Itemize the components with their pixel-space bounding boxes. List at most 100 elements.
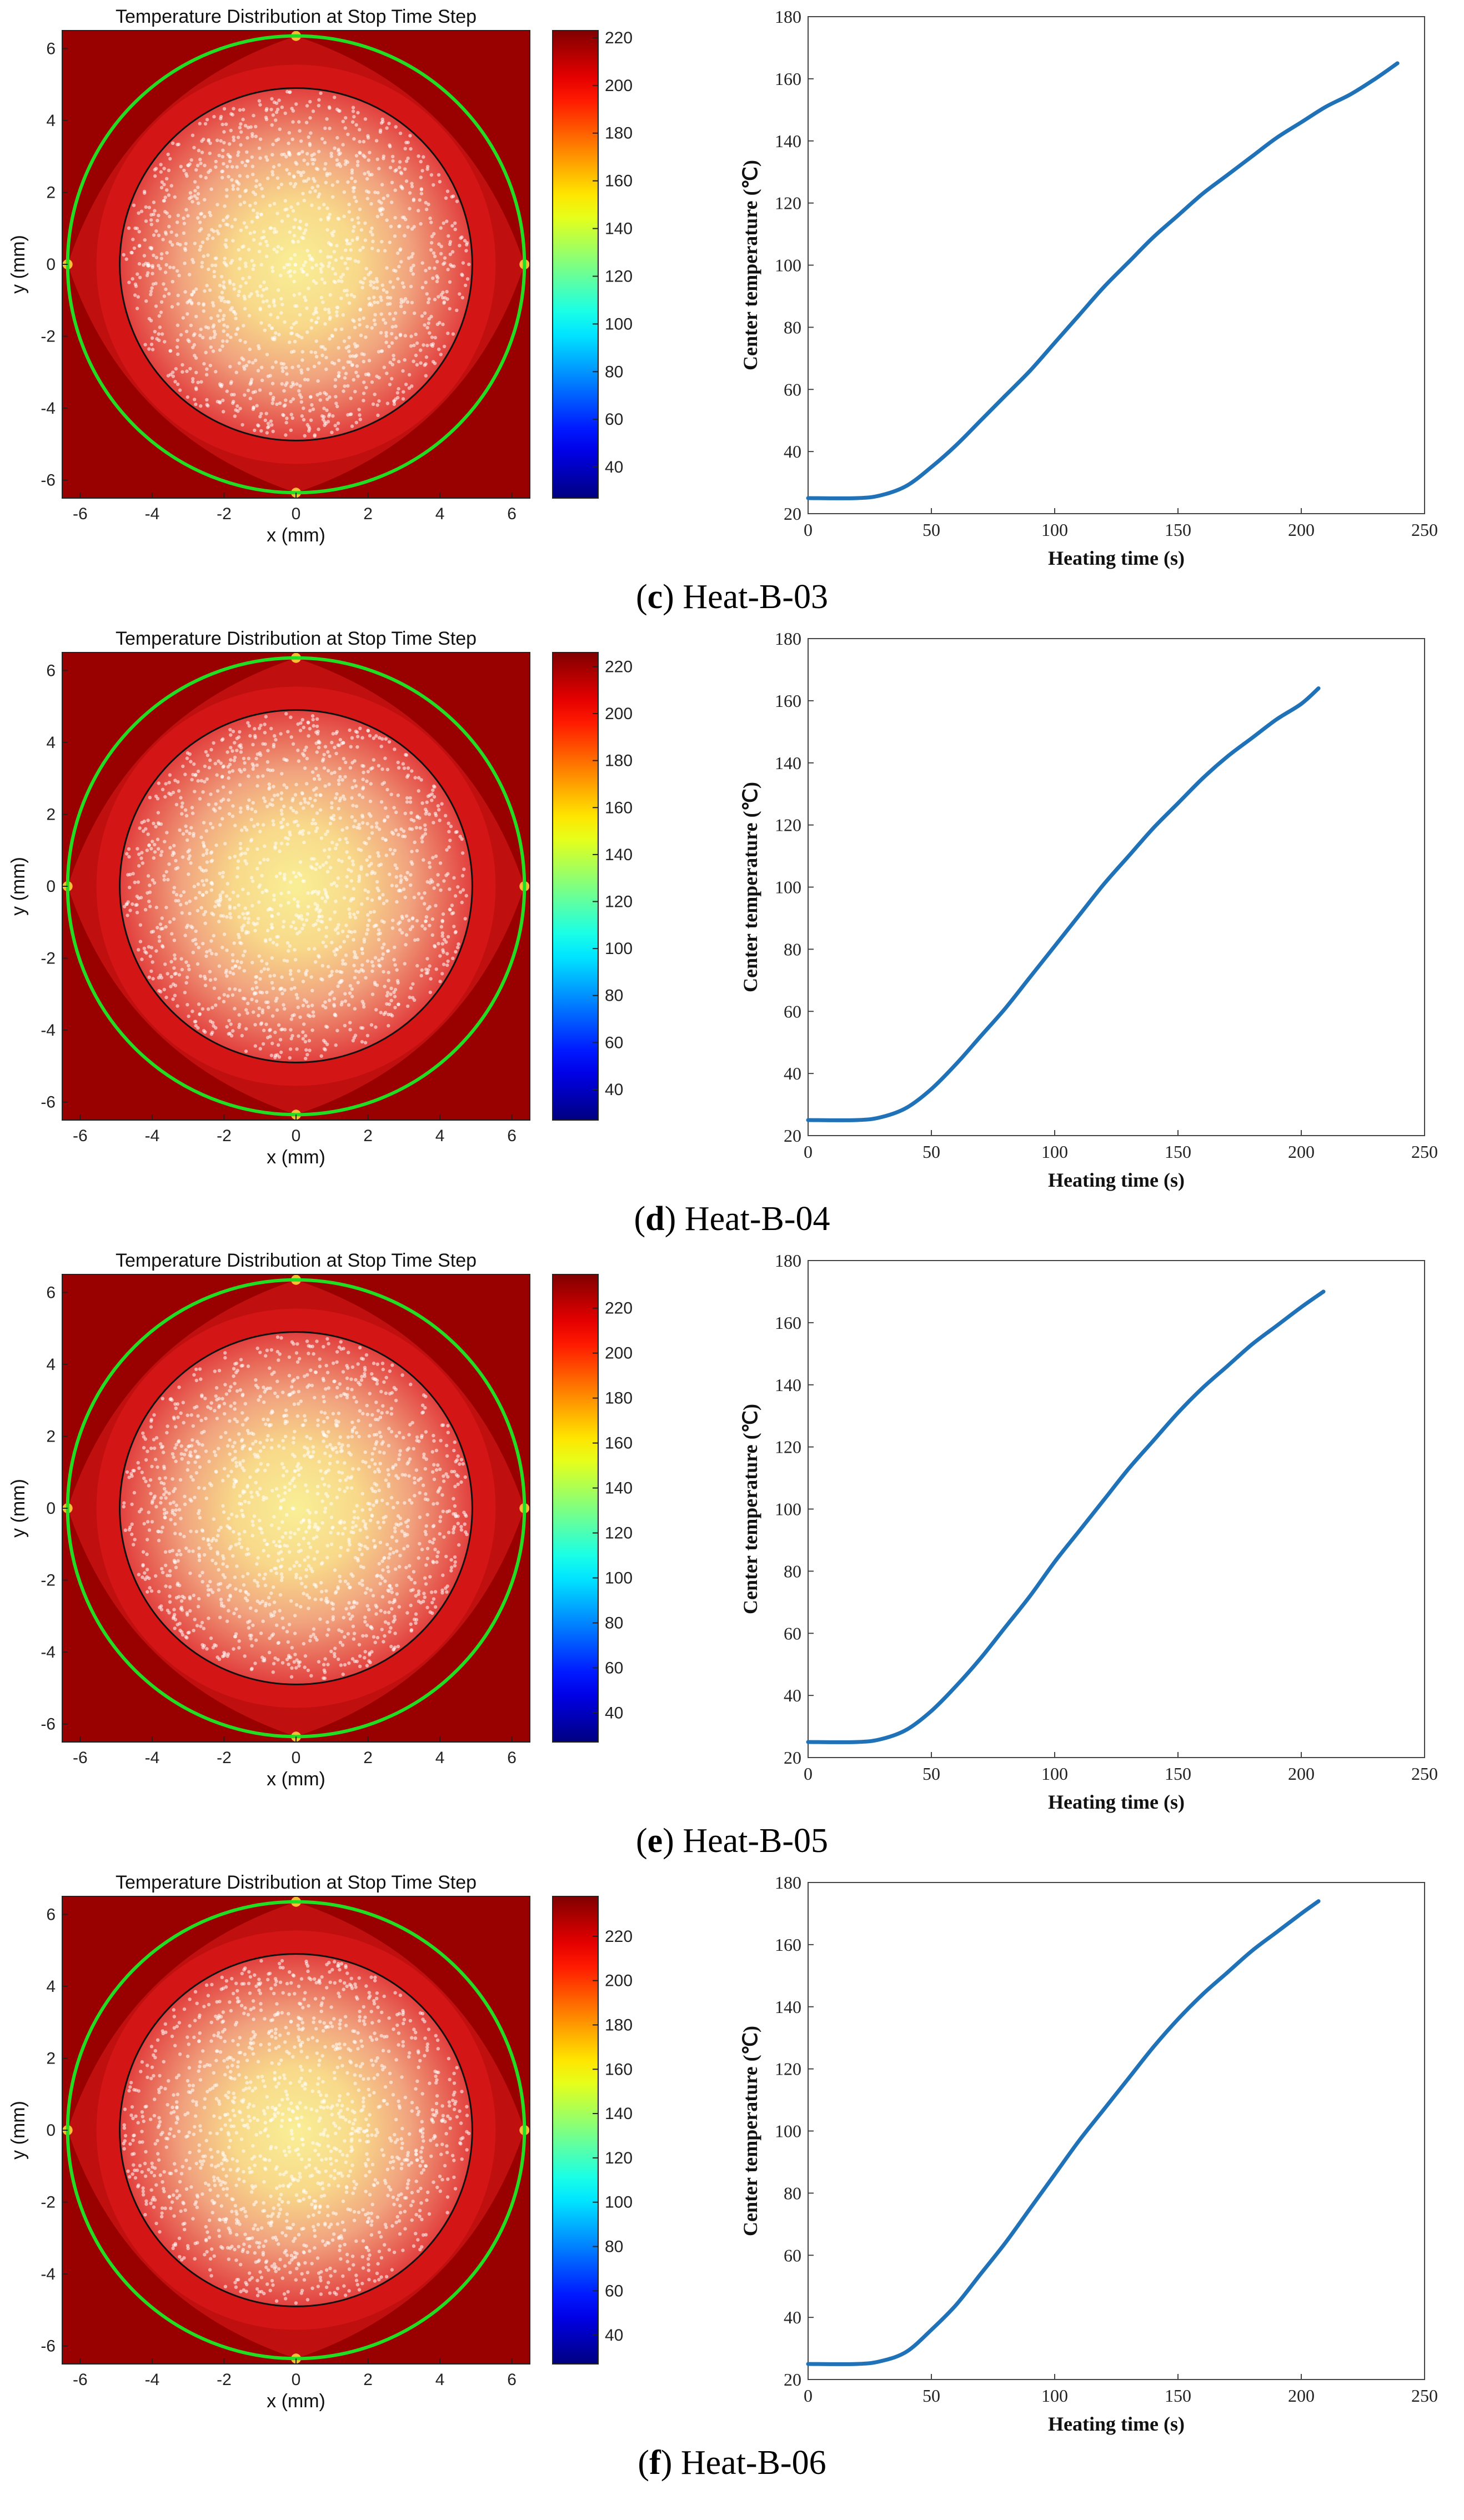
line-ytick-label: 180 <box>775 7 801 27</box>
line-ytick-label: 80 <box>784 317 801 337</box>
colorbar-tick-label: 200 <box>605 1344 633 1363</box>
heatmap-xtick-label: -4 <box>145 2371 160 2389</box>
line-xtick-label: 50 <box>922 2386 940 2406</box>
panel-caption-c: (c) Heat-B-03 <box>0 578 1464 617</box>
line-xtick-label: 150 <box>1165 1764 1191 1784</box>
line-ytick-label: 60 <box>784 1001 801 1021</box>
series-line-center <box>806 686 1321 1122</box>
line-xtick-label: 100 <box>1041 2386 1068 2406</box>
colorbar-tick-label: 100 <box>605 315 633 333</box>
heatmap-ytick-label: -4 <box>41 1021 56 1040</box>
colorbar-tick-label: 120 <box>605 2149 633 2167</box>
line-xtick-label: 50 <box>922 1142 940 1162</box>
line-ytick-label: 160 <box>775 69 801 89</box>
line-ytick-label: 140 <box>775 1375 801 1395</box>
line-ytick-label: 20 <box>784 1748 801 1768</box>
heatmap-xtick-label: 4 <box>435 2371 445 2389</box>
heatmap-ytick-label: 0 <box>46 1499 56 1518</box>
line-ytick-label: 40 <box>784 1685 801 1705</box>
heatmap-ytick-label: -2 <box>41 2193 56 2212</box>
line-xlabel: Heating time (s) <box>1048 547 1185 569</box>
colorbar-tick-label: 220 <box>605 1927 633 1946</box>
line-ytick-label: 20 <box>784 2370 801 2390</box>
colorbar-tick-label: 200 <box>605 1972 633 1990</box>
colorbar-tick-label: 100 <box>605 1569 633 1587</box>
particle-speckle <box>123 712 468 1061</box>
caption-letter: e <box>647 1822 663 1860</box>
line-ytick-label: 100 <box>775 2121 801 2141</box>
heatmap-xtick-label: 0 <box>292 1127 301 1145</box>
line-ytick-label: 80 <box>784 939 801 959</box>
heatmap-ytick-label: -2 <box>41 328 56 346</box>
heatmap-xtick-label: 6 <box>507 2371 517 2389</box>
line-xlabel: Heating time (s) <box>1048 1791 1185 1813</box>
series-line-center <box>806 1899 1321 2366</box>
line-axes-frame <box>808 1882 1425 2380</box>
caption-paren: ) <box>663 578 674 616</box>
colorbar-tick-label: 120 <box>605 267 633 285</box>
caption-text: Heat-B-05 <box>674 1822 829 1860</box>
heatmap-ytick-label: -6 <box>41 471 56 490</box>
line-axes-frame <box>808 16 1425 514</box>
colorbar-tick-label: 60 <box>605 1033 623 1052</box>
heatmap-title: Temperature Distribution at Stop Time St… <box>116 628 477 649</box>
line-xtick-label: 200 <box>1288 520 1315 540</box>
line-ytick-label: 120 <box>775 815 801 835</box>
colorbar-tick-label: 60 <box>605 1659 623 1677</box>
line-ytick-label: 120 <box>775 193 801 213</box>
line-ytick-label: 80 <box>784 1561 801 1581</box>
caption-paren: ( <box>635 1822 648 1860</box>
heatmap-xtick-label: 6 <box>507 1127 517 1145</box>
line-ytick-label: 120 <box>775 2059 801 2079</box>
figure-panel-e: -6 -4 -2 0 2 4 6 -6 -4 -2 0 2 4 6 Temperature Distribu… <box>8 1250 1438 1813</box>
heatmap-xtick-label: 2 <box>363 505 373 523</box>
heatmap-xtick-label: -4 <box>145 1749 160 1767</box>
heatmap-xlabel: x (mm) <box>267 1769 325 1790</box>
heatmap-xtick-label: -6 <box>73 505 88 523</box>
heatmap-ytick-label: -6 <box>41 1093 56 1112</box>
line-chart: 0 50 100 150 200 250 20 40 60 80 100 120 140 160 180 He… <box>739 7 1438 569</box>
heatmap-xtick-label: -6 <box>73 2371 88 2389</box>
heatmap-xtick-label: 2 <box>363 1127 373 1145</box>
heatmap-ytick-label: 2 <box>46 1427 56 1445</box>
line-ytick-label: 60 <box>784 379 801 399</box>
colorbar-tick-label: 180 <box>605 124 633 143</box>
caption-text: Heat-B-06 <box>672 2444 826 2482</box>
caption-text: Heat-B-03 <box>674 578 829 616</box>
line-ytick-label: 40 <box>784 1063 801 1083</box>
caption-paren: ) <box>664 1200 676 1238</box>
line-ytick-label: 140 <box>775 131 801 151</box>
colorbar-tick-label: 160 <box>605 172 633 190</box>
colorbar: 40 60 80 100 120 140 160 180 200 220 <box>552 29 633 499</box>
heatmap-ytick-label: 4 <box>46 1356 56 1374</box>
colorbar-tick-label: 180 <box>605 1389 633 1408</box>
line-ytick-label: 120 <box>775 1437 801 1457</box>
heatmap-title: Temperature Distribution at Stop Time St… <box>116 6 477 27</box>
heatmap-ytick-label: 4 <box>46 734 56 752</box>
colorbar: 40 60 80 100 120 140 160 180 200 220 <box>552 1274 633 1743</box>
colorbar-tick-label: 140 <box>605 846 633 864</box>
heatmap-ytick-label: 2 <box>46 2049 56 2067</box>
line-ytick-label: 180 <box>775 1251 801 1271</box>
line-xtick-label: 250 <box>1411 2386 1438 2406</box>
caption-letter: d <box>645 1200 665 1238</box>
heatmap-xtick-label: -2 <box>217 1749 232 1767</box>
heatmap-plot: -6 -4 -2 0 2 4 6 -6 -4 -2 0 2 4 6 Temperature Distribu… <box>8 1872 530 2412</box>
line-ytick-label: 60 <box>784 2245 801 2265</box>
colorbar-tick-label: 80 <box>605 363 623 381</box>
heatmap-xtick-label: -4 <box>145 1127 160 1145</box>
line-ytick-label: 140 <box>775 753 801 773</box>
line-xlabel: Heating time (s) <box>1048 1169 1185 1191</box>
heatmap-title: Temperature Distribution at Stop Time St… <box>116 1872 477 1893</box>
heatmap-xtick-label: 6 <box>507 1749 517 1767</box>
caption-paren: ) <box>663 1822 674 1860</box>
colorbar-tick-label: 140 <box>605 2105 633 2123</box>
heatmap-ylabel: y (mm) <box>8 2101 29 2160</box>
line-xtick-label: 100 <box>1041 1142 1068 1162</box>
heatmap-ytick-label: 6 <box>46 1905 56 1924</box>
caption-text: Heat-B-04 <box>676 1200 830 1238</box>
line-chart: 0 50 100 150 200 250 20 40 60 80 100 120 140 160 180 He… <box>739 1873 1438 2435</box>
heatmap-xtick-label: 2 <box>363 2371 373 2389</box>
line-xtick-label: 150 <box>1165 1142 1191 1162</box>
heatmap-ylabel: y (mm) <box>8 857 29 916</box>
